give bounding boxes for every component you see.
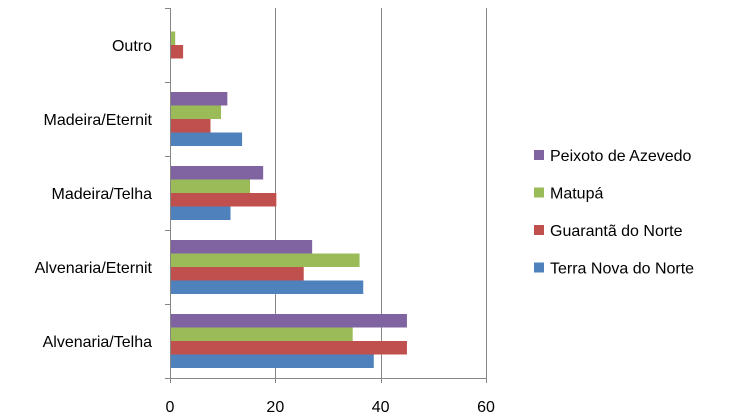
legend-label-2: Matupá xyxy=(550,186,603,203)
legend: Peixoto de Azevedo Matupá Guarantã do Nort… xyxy=(534,148,694,278)
x-tick-label-60: 60 xyxy=(477,399,495,416)
legend-label-0: Terra Nova do Norte xyxy=(550,261,694,278)
bar-1-0 xyxy=(171,280,364,294)
bar-0-2 xyxy=(171,327,353,341)
bar-1-1 xyxy=(171,267,304,281)
bar-0-3 xyxy=(171,314,407,328)
legend-swatch-1 xyxy=(534,225,544,235)
category-label-3: Madeira/Eternit xyxy=(44,112,153,129)
bar-4-2 xyxy=(171,31,176,45)
bar-2-1 xyxy=(171,193,277,207)
legend-label-3: Peixoto de Azevedo xyxy=(550,148,692,165)
legend-swatch-2 xyxy=(534,187,544,198)
x-tick-label-40: 40 xyxy=(372,399,390,416)
x-tick-label-0: 0 xyxy=(166,399,175,416)
legend-swatch-0 xyxy=(534,262,544,273)
bar-0-0 xyxy=(171,354,374,368)
bar-3-1 xyxy=(171,119,211,133)
category-label-4: Outro xyxy=(112,38,152,55)
legend-label-1: Guarantã do Norte xyxy=(550,223,683,240)
category-labels: Alvenaria/Telha Alvenaria/Eternit Madeira/… xyxy=(35,38,153,351)
bar-1-2 xyxy=(171,253,360,267)
bar-1-3 xyxy=(171,240,313,254)
x-tick-label-20: 20 xyxy=(266,399,284,416)
axes xyxy=(165,8,487,383)
bar-2-2 xyxy=(171,179,250,193)
bar-3-0 xyxy=(171,132,243,146)
bar-3-3 xyxy=(171,92,228,106)
category-label-1: Alvenaria/Eternit xyxy=(35,260,153,277)
category-label-2: Madeira/Telha xyxy=(52,186,153,203)
bar-0-1 xyxy=(171,341,407,355)
bar-3-2 xyxy=(171,105,222,119)
x-tick-labels: 0 20 40 60 xyxy=(166,399,495,416)
bar-2-3 xyxy=(171,166,264,180)
legend-swatch-3 xyxy=(534,150,544,160)
bar-2-0 xyxy=(171,206,231,220)
bar-4-1 xyxy=(171,45,184,59)
bars xyxy=(171,31,407,368)
category-label-0: Alvenaria/Telha xyxy=(43,334,153,351)
